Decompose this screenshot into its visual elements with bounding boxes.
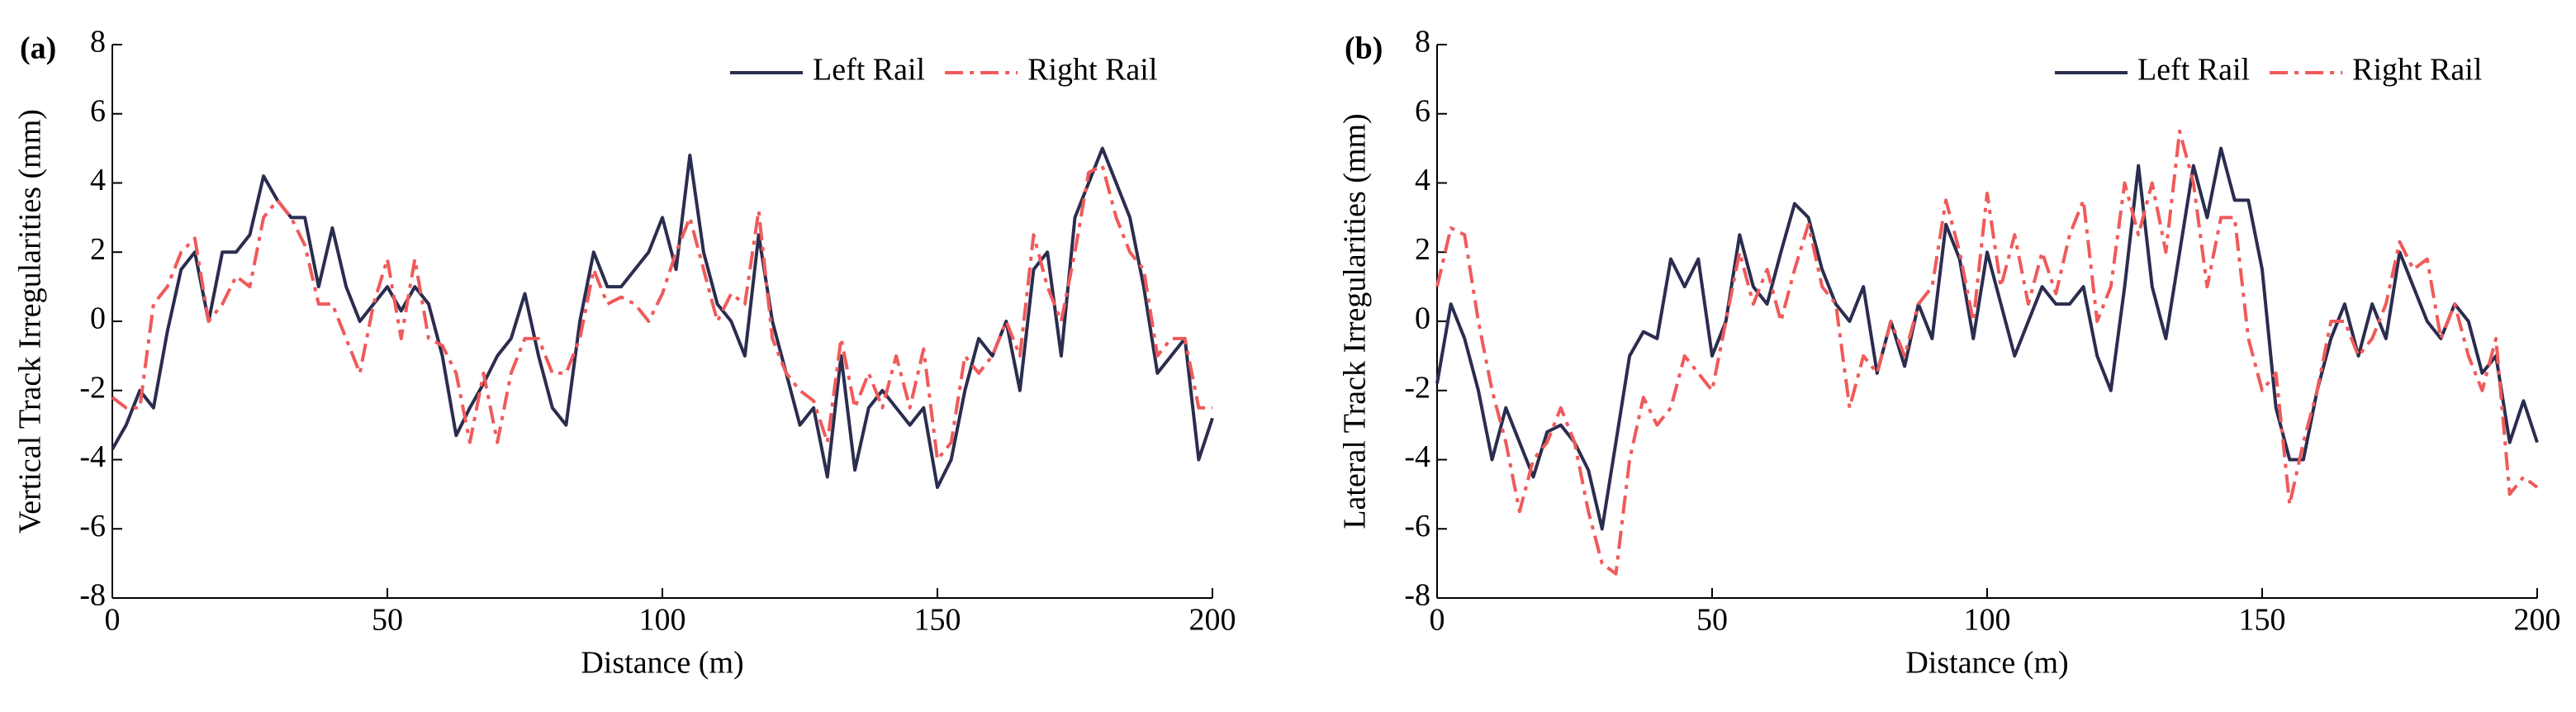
y-tick-label: 6 [1415, 93, 1430, 128]
x-tick-label: 100 [639, 603, 686, 638]
y-axis-label: Vertical Track Irregularities (mm) [13, 109, 48, 534]
y-tick-label: 0 [90, 301, 106, 336]
y-tick-label: 4 [90, 163, 106, 197]
y-tick-label: -8 [79, 578, 106, 613]
y-tick-label: -4 [1404, 439, 1430, 474]
x-tick-label: 50 [372, 603, 403, 638]
legend-label: Left Rail [2137, 53, 2250, 88]
chart: -8 -6 -4 -2 0 2 4 6 8 0 50 100 150 200 Distance (m) Ver… [13, 25, 1236, 681]
panel-label: (b) [1345, 31, 1383, 66]
chart: -8 -6 -4 -2 0 2 4 6 8 0 50 100 150 200 Distance (m) Lat… [1338, 25, 2561, 681]
y-tick-label: 4 [1415, 163, 1430, 197]
legend-label: Left Rail [813, 53, 925, 88]
legend-label: Right Rail [2352, 53, 2482, 88]
x-tick-label: 50 [1696, 603, 1728, 638]
x-tick-label: 150 [914, 603, 961, 638]
y-tick-label: 0 [1415, 301, 1430, 336]
y-tick-label: -2 [1404, 370, 1430, 405]
x-tick-label: 150 [2239, 603, 2286, 638]
x-tick-label: 0 [105, 603, 121, 638]
x-tick-label: 0 [1430, 603, 1445, 638]
x-tick-label: 100 [1964, 603, 2011, 638]
line-series [1435, 129, 2539, 576]
y-axis-label: Lateral Track Irregularities (mm) [1338, 113, 1373, 529]
x-axis-label: Distance (m) [1905, 646, 2068, 681]
panel-label: (a) [20, 31, 56, 66]
y-tick-label: 2 [1415, 232, 1430, 267]
y-tick-label: 8 [1415, 25, 1430, 59]
y-tick-label: -2 [79, 370, 106, 405]
y-tick-label: -6 [1404, 509, 1430, 543]
y-tick-label: -4 [79, 439, 106, 474]
line-series [111, 146, 1214, 489]
x-tick-label: 200 [1189, 603, 1236, 638]
line-series [111, 164, 1212, 462]
x-axis-label: Distance (m) [581, 646, 743, 681]
y-tick-label: 2 [90, 232, 106, 267]
line-series [1435, 146, 2539, 531]
y-tick-label: 8 [90, 25, 106, 59]
x-tick-label: 200 [2514, 603, 2561, 638]
y-tick-label: -6 [79, 509, 106, 543]
y-tick-label: -8 [1404, 578, 1430, 613]
y-tick-label: 6 [90, 93, 106, 128]
legend-label: Right Rail [1027, 53, 1157, 88]
